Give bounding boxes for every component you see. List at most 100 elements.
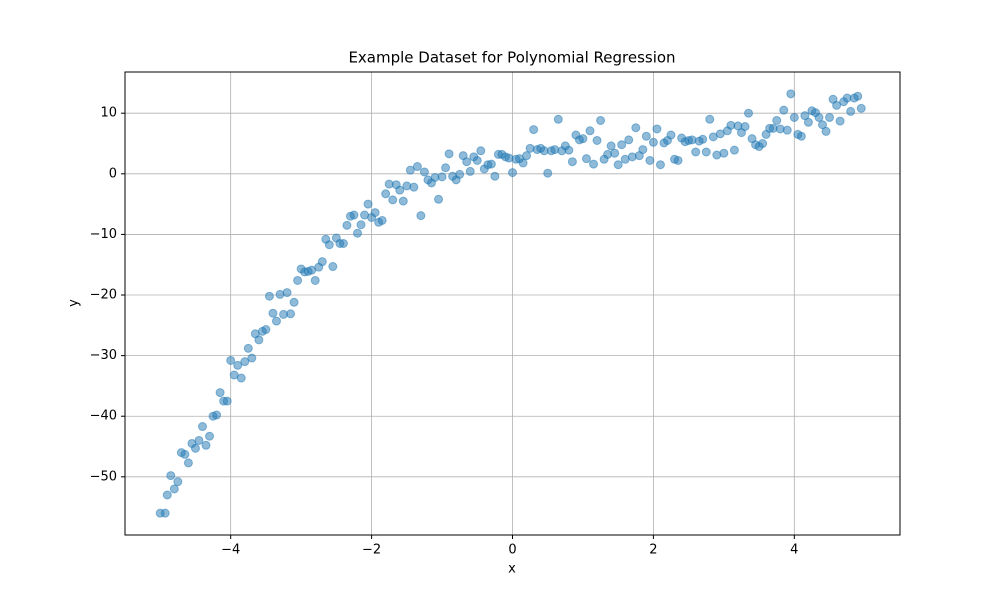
data-point	[638, 145, 648, 155]
data-point	[353, 228, 362, 238]
data-point	[518, 158, 528, 168]
data-point	[286, 309, 296, 319]
data-point	[356, 220, 366, 230]
data-point	[271, 316, 281, 326]
data-point	[490, 171, 500, 181]
plot-frame	[124, 71, 901, 536]
data-point	[264, 291, 274, 301]
data-point	[409, 182, 419, 192]
data-point	[543, 168, 553, 178]
data-point	[486, 159, 496, 169]
x-tick-label: −2	[362, 543, 381, 558]
data-point	[437, 172, 447, 182]
data-point	[610, 148, 620, 158]
data-point	[194, 435, 204, 445]
data-point	[183, 458, 193, 468]
y-tick-label: −40	[90, 409, 117, 424]
x-tick-label: −4	[221, 543, 240, 558]
x-tick-label: 4	[790, 543, 798, 558]
data-point	[666, 130, 676, 140]
data-point	[412, 162, 422, 172]
data-point	[740, 122, 750, 132]
data-point	[846, 106, 856, 116]
data-point	[240, 357, 250, 367]
data-point	[162, 490, 172, 500]
data-point	[729, 145, 739, 155]
data-point	[613, 160, 623, 170]
data-point	[212, 410, 222, 420]
data-point	[691, 147, 701, 157]
data-point	[388, 195, 398, 205]
data-point	[779, 105, 789, 115]
data-point	[247, 353, 257, 363]
data-point	[222, 396, 232, 406]
data-point	[853, 91, 863, 101]
data-point	[803, 117, 813, 127]
data-point	[377, 215, 387, 225]
data-point	[472, 155, 482, 165]
data-point	[324, 240, 334, 250]
data-point	[856, 103, 866, 113]
data-point	[529, 125, 539, 135]
data-point	[160, 508, 170, 518]
data-point	[198, 422, 207, 432]
data-point	[606, 141, 616, 151]
data-point	[434, 194, 444, 204]
data-point	[821, 126, 831, 136]
data-point	[462, 157, 472, 167]
data-point	[655, 160, 665, 170]
data-point	[758, 139, 768, 149]
data-point	[648, 137, 658, 147]
data-point	[701, 147, 711, 157]
data-point	[772, 115, 782, 125]
data-point	[508, 168, 517, 178]
x-tick-label: 2	[649, 543, 657, 558]
data-point	[581, 154, 591, 164]
data-point	[205, 431, 215, 441]
data-point	[567, 157, 577, 167]
data-point	[825, 112, 835, 122]
data-point	[268, 308, 278, 318]
data-point	[441, 163, 451, 173]
data-point	[169, 484, 179, 494]
data-point	[631, 123, 641, 133]
data-point	[698, 134, 708, 144]
data-point	[236, 373, 246, 383]
y-tick-label: 0	[109, 166, 117, 181]
data-point	[455, 169, 465, 179]
data-point	[652, 124, 662, 134]
data-point	[719, 148, 729, 158]
data-point	[578, 134, 588, 144]
data-point	[226, 355, 236, 365]
data-point	[349, 210, 359, 220]
data-point	[476, 146, 486, 156]
data-point	[398, 196, 408, 206]
x-axis-label: x	[508, 562, 516, 577]
data-point	[328, 262, 338, 272]
data-point	[190, 443, 200, 453]
data-point	[645, 155, 655, 165]
data-point	[782, 125, 792, 135]
data-point	[624, 135, 634, 145]
data-point	[370, 208, 380, 218]
data-point	[814, 112, 824, 122]
data-point	[585, 126, 595, 136]
y-axis-label: y	[67, 299, 82, 307]
data-point	[522, 151, 532, 161]
data-point	[289, 297, 299, 307]
data-point	[173, 477, 183, 487]
data-point	[338, 239, 348, 249]
data-point	[317, 257, 327, 267]
data-point	[796, 131, 806, 141]
data-point	[180, 449, 190, 459]
y-tick-label: 10	[100, 106, 117, 121]
data-point	[201, 440, 211, 450]
data-point	[233, 360, 243, 370]
data-point	[835, 116, 845, 126]
data-point	[786, 89, 796, 99]
data-point	[215, 388, 225, 398]
data-point	[419, 167, 429, 177]
data-point	[310, 275, 320, 285]
data-point	[261, 325, 271, 335]
data-point	[705, 114, 715, 124]
